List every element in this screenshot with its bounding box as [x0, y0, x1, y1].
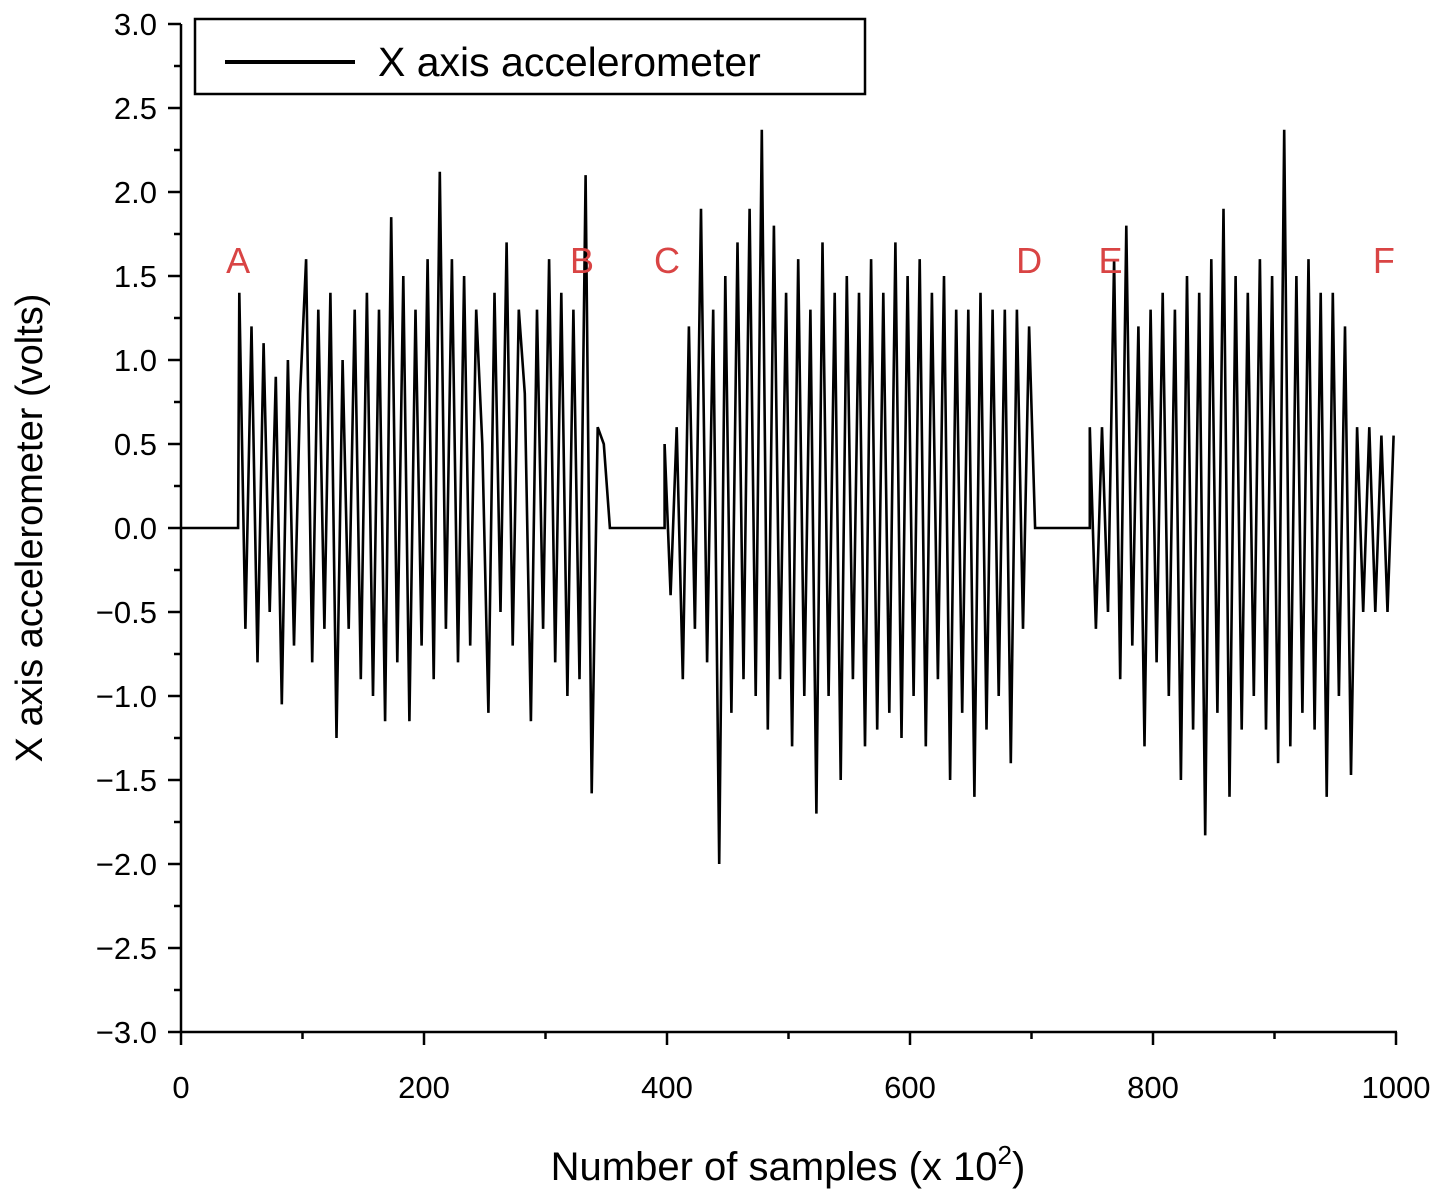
- y-axis-label: X axis accelerometer (volts): [9, 294, 51, 763]
- series-line-0: [181, 129, 1395, 865]
- x-tick-label: 1000: [1362, 1070, 1431, 1105]
- annotation-d: D: [1016, 240, 1042, 281]
- annotation-c: C: [654, 240, 680, 281]
- annotation-b: B: [570, 240, 594, 281]
- x-axis-label: Number of samples (x 102): [551, 1140, 1026, 1189]
- y-tick-label: −2.0: [96, 847, 157, 882]
- x-axis-label-main: Number of samples (x 10: [551, 1145, 998, 1189]
- y-tick-label: −0.5: [96, 595, 157, 630]
- y-tick-label: −3.0: [96, 1015, 157, 1050]
- y-tick-label: 1.5: [114, 259, 157, 294]
- annotation-layer: A B C D E F: [226, 240, 1395, 281]
- y-tick-label: 2.0: [114, 175, 157, 210]
- y-tick-label: −1.5: [96, 763, 157, 798]
- series-layer: [181, 129, 1395, 865]
- y-ticks: −3.0 −2.5 −2.0 −1.5 −1.0 −0.5 0.0 0.5 1.0 1.5 2.0 2…: [96, 7, 181, 1050]
- annotation-f: F: [1373, 240, 1395, 281]
- y-tick-label: 3.0: [114, 7, 157, 42]
- y-tick-label: −2.5: [96, 931, 157, 966]
- x-tick-label: 200: [398, 1070, 450, 1105]
- legend-label: X axis accelerometer: [378, 39, 761, 85]
- y-tick-label: 0.0: [114, 511, 157, 546]
- y-tick-label: 1.0: [114, 343, 157, 378]
- x-axis-label-exponent: 2: [998, 1140, 1012, 1170]
- y-tick-label: 0.5: [114, 427, 157, 462]
- annotation-e: E: [1098, 240, 1122, 281]
- x-tick-label: 0: [172, 1070, 189, 1105]
- x-tick-label: 600: [884, 1070, 936, 1105]
- x-tick-label: 400: [641, 1070, 693, 1105]
- annotation-a: A: [226, 240, 250, 281]
- legend: X axis accelerometer: [193, 17, 867, 96]
- y-tick-label: 2.5: [114, 91, 157, 126]
- y-tick-label: −1.0: [96, 679, 157, 714]
- x-axis-label-close: ): [1012, 1145, 1025, 1189]
- legend-box: [193, 17, 867, 96]
- x-tick-label: 800: [1127, 1070, 1179, 1105]
- x-ticks: 0 200 400 600 800 1000: [172, 1032, 1430, 1105]
